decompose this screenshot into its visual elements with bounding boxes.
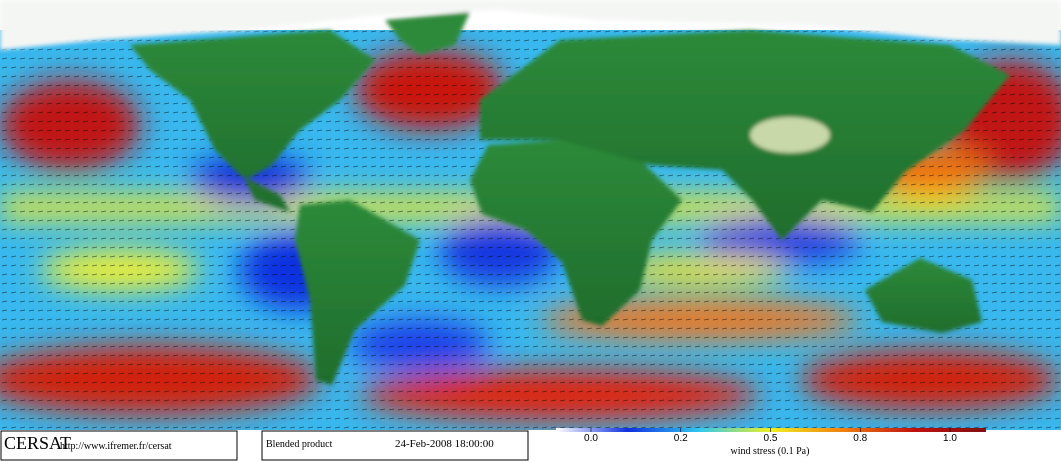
footer: CERSAT http://www.ifremer.fr/cersat Blen… xyxy=(0,428,1061,462)
colorbar-tick-label: 1.0 xyxy=(943,433,957,444)
colorbar-tick-label: 0.8 xyxy=(853,433,867,444)
logo: CERSAT xyxy=(4,433,71,453)
product: Blended product xyxy=(266,439,333,450)
land xyxy=(0,0,1061,385)
colorbar-tick-label: 0.5 xyxy=(764,433,778,444)
colorbar-tick-label: 0.2 xyxy=(674,433,688,444)
colorbar xyxy=(556,428,986,432)
colorbar-tick-label: 0.0 xyxy=(584,433,598,444)
url: http://www.ifremer.fr/cersat xyxy=(60,441,172,452)
product-box xyxy=(261,430,529,461)
logo-box xyxy=(0,430,238,461)
colorbar-label: wind stress (0.1 Pa) xyxy=(731,446,810,457)
colorbar-ticks: 0.0 0.2 0.5 0.8 1.0 xyxy=(584,428,957,444)
timestamp: 24-Feb-2008 18:00:00 xyxy=(395,438,494,450)
